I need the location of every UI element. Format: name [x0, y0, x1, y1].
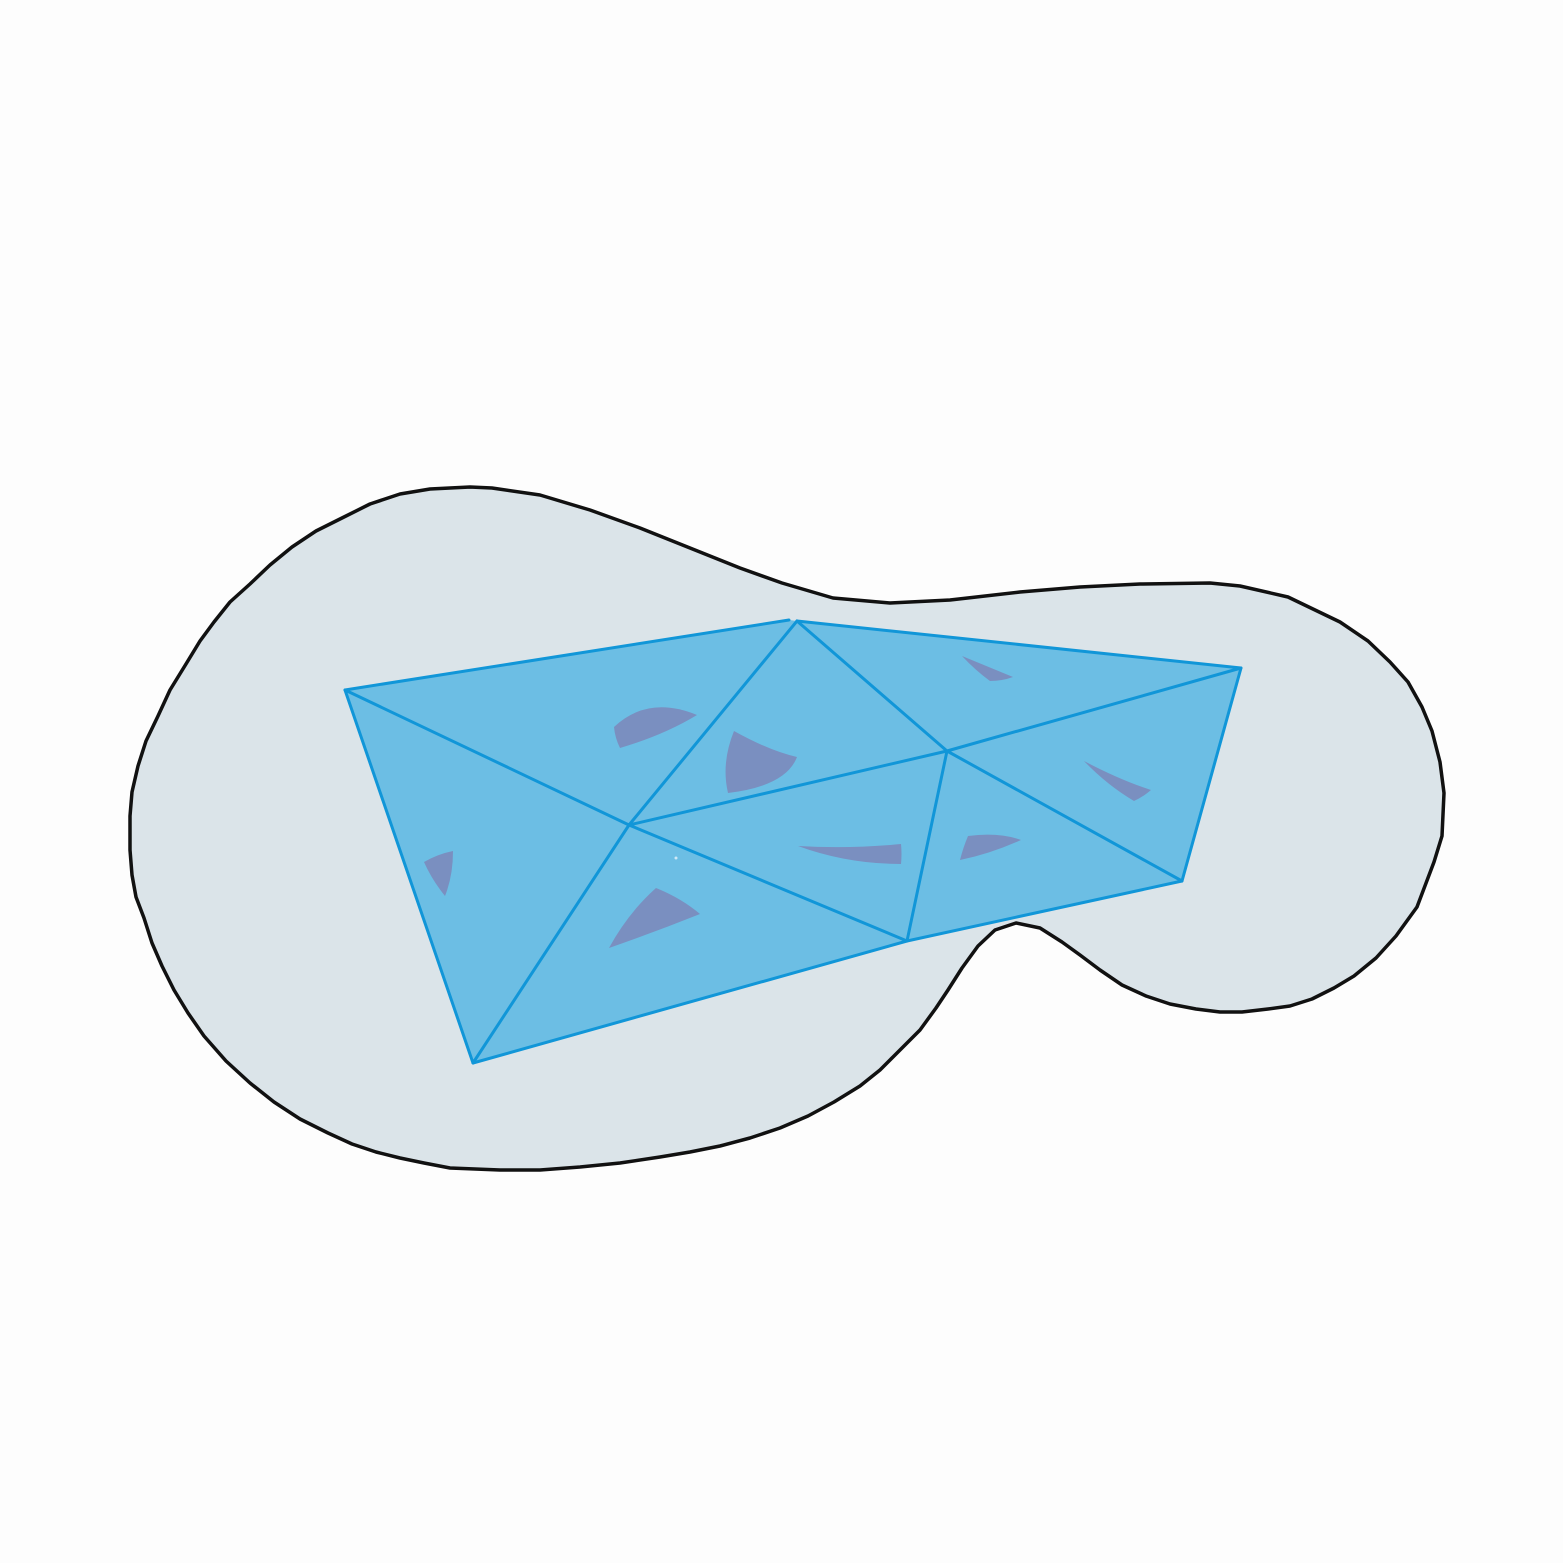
mesh-outline: [343, 618, 791, 692]
angle-wedge: [798, 844, 902, 864]
angle-wedges: [424, 656, 1151, 948]
angle-wedge: [1084, 761, 1151, 801]
angle-wedge: [725, 731, 797, 793]
mesh-edge: [905, 749, 949, 943]
mesh-edge: [627, 749, 949, 827]
mesh-edge: [471, 823, 631, 1065]
speck: [674, 856, 678, 860]
mesh-edge: [627, 619, 799, 827]
mesh-edge: [343, 688, 631, 827]
mesh-edge: [945, 749, 1184, 883]
angle-wedge: [609, 888, 700, 948]
angle-wedge: [960, 834, 1021, 860]
mesh-edge: [795, 619, 949, 753]
angle-wedge: [614, 707, 697, 748]
angle-wedge: [424, 851, 453, 896]
angle-wedge: [962, 656, 1013, 681]
mesh-edge: [627, 823, 909, 943]
mesh-edge: [945, 666, 1243, 753]
triangle-mesh: [343, 618, 1243, 1065]
mesh-outline: [343, 619, 1243, 1065]
